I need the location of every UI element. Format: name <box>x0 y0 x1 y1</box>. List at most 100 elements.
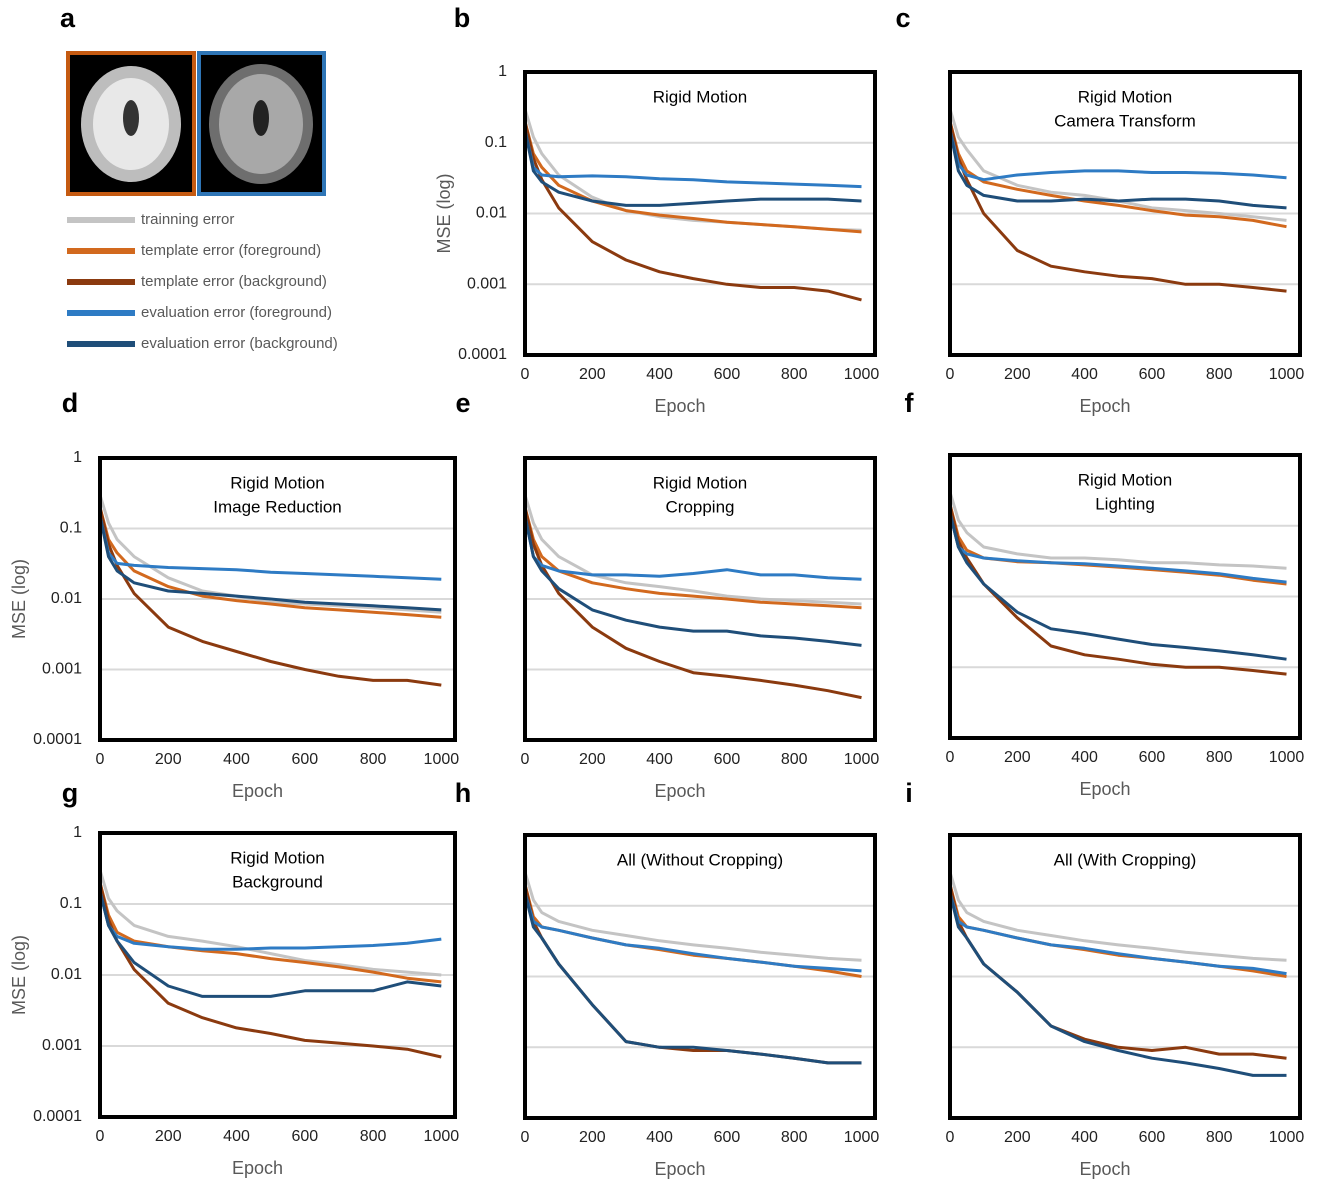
x-tick-label: 800 <box>360 751 387 768</box>
series-line <box>948 871 1287 962</box>
series-line <box>948 884 1287 978</box>
x-tick-label: 200 <box>579 1129 606 1146</box>
series-line <box>948 504 1287 676</box>
x-tick-label: 0 <box>521 366 530 383</box>
x-tick-label: 1000 <box>844 1129 880 1146</box>
series-line <box>523 515 862 647</box>
plot-frame <box>948 453 1302 740</box>
series-line <box>523 129 862 189</box>
x-tick-label: 1000 <box>844 751 880 768</box>
y-tick-label: 0.001 <box>42 661 82 678</box>
plot-frame <box>98 456 457 742</box>
chart: i 0 200 400 600 800 1000 All (With Cropping) Epo… <box>905 778 1304 1179</box>
chart-title: Rigid Motion <box>653 87 748 106</box>
legend-label: trainning error <box>141 211 234 228</box>
series-line <box>523 871 862 962</box>
chart-title: All (Without Cropping) <box>617 850 783 869</box>
series-line <box>948 512 1287 661</box>
y-tick-label: 1 <box>73 824 82 841</box>
series-line <box>948 504 1287 586</box>
x-tick-label: 400 <box>646 751 673 768</box>
series-line <box>523 108 862 232</box>
chart: b 1 0.1 0.01 0.001 0.0001 0 200 400 600 800 1000 Rig… <box>434 3 880 416</box>
x-tick-label: 800 <box>781 366 808 383</box>
x-tick-label: 400 <box>646 366 673 383</box>
x-tick-label: 400 <box>1071 1129 1098 1146</box>
y-tick-label: 0.1 <box>60 520 82 537</box>
panel-label: d <box>62 388 79 418</box>
panel-label: c <box>895 3 910 33</box>
x-tick-label: 1000 <box>1269 366 1305 383</box>
series-line <box>948 121 1287 229</box>
x-tick-label: 1000 <box>844 366 880 383</box>
chart-subtitle: Camera Transform <box>1054 111 1196 130</box>
x-tick-label: 0 <box>946 749 955 766</box>
x-tick-label: 1000 <box>424 1128 460 1145</box>
x-tick-label: 600 <box>1139 749 1166 766</box>
x-tick-label: 0 <box>96 751 105 768</box>
series-line <box>523 892 862 1065</box>
series-line <box>523 892 862 973</box>
y-tick-label: 1 <box>73 449 82 466</box>
series-line <box>948 121 1287 293</box>
y-tick-label: 0.0001 <box>33 1108 82 1125</box>
panel-label: b <box>454 3 471 33</box>
x-axis-label: Epoch <box>654 781 705 801</box>
x-axis-label: Epoch <box>1079 779 1130 799</box>
series-line <box>948 129 1287 210</box>
x-axis-label: Epoch <box>654 396 705 416</box>
chart-subtitle: Background <box>232 872 323 891</box>
series-line <box>523 121 862 234</box>
x-tick-label: 800 <box>360 1128 387 1145</box>
x-tick-label: 1000 <box>1269 1129 1305 1146</box>
x-tick-label: 600 <box>1139 1129 1166 1146</box>
x-axis-label: Epoch <box>1079 396 1130 416</box>
x-tick-label: 200 <box>155 1128 182 1145</box>
x-tick-label: 400 <box>646 1129 673 1146</box>
series-line <box>98 506 442 687</box>
series-line <box>523 506 862 610</box>
panel-label: e <box>455 388 470 418</box>
y-tick-label: 0.001 <box>467 275 507 292</box>
series-line <box>948 129 1287 182</box>
x-tick-label: 200 <box>1004 1129 1031 1146</box>
x-tick-label: 800 <box>1206 1129 1233 1146</box>
y-tick-label: 0.001 <box>42 1037 82 1054</box>
y-tick-label: 0.1 <box>60 895 82 912</box>
panel-label: h <box>455 778 472 808</box>
panel-label: g <box>62 778 79 808</box>
plot-frame <box>523 456 877 742</box>
series-line <box>523 494 862 606</box>
chart: h 0 200 400 600 800 1000 All (Without Cropping)… <box>455 778 880 1179</box>
y-tick-label: 0.0001 <box>33 731 82 748</box>
panel-a: a <box>60 3 326 196</box>
x-tick-label: 200 <box>579 751 606 768</box>
series-line <box>523 515 862 581</box>
y-tick-label: 1 <box>498 63 507 80</box>
y-axis-label: MSE (log) <box>9 559 29 639</box>
x-tick-label: 200 <box>579 366 606 383</box>
x-tick-label: 1000 <box>1269 749 1305 766</box>
series-line <box>523 884 862 1065</box>
x-axis-label: Epoch <box>1079 1159 1130 1179</box>
series-line <box>948 108 1287 222</box>
series-line <box>98 869 442 977</box>
series-line <box>98 882 442 984</box>
series-line <box>98 891 442 951</box>
legend-label: evaluation error (foreground) <box>141 304 332 321</box>
x-tick-label: 600 <box>714 366 741 383</box>
series-line <box>948 884 1287 1060</box>
series-line <box>523 121 862 302</box>
brain-shape <box>123 100 139 136</box>
x-tick-label: 200 <box>155 751 182 768</box>
series-line <box>523 884 862 978</box>
x-axis-label: Epoch <box>232 781 283 801</box>
x-tick-label: 0 <box>521 1129 530 1146</box>
plot-frame <box>948 70 1302 357</box>
plot-frame <box>98 831 457 1119</box>
series-line <box>948 512 1287 584</box>
y-axis-label: MSE (log) <box>9 935 29 1015</box>
x-tick-label: 600 <box>714 751 741 768</box>
x-tick-label: 600 <box>714 1129 741 1146</box>
x-tick-label: 0 <box>946 366 955 383</box>
